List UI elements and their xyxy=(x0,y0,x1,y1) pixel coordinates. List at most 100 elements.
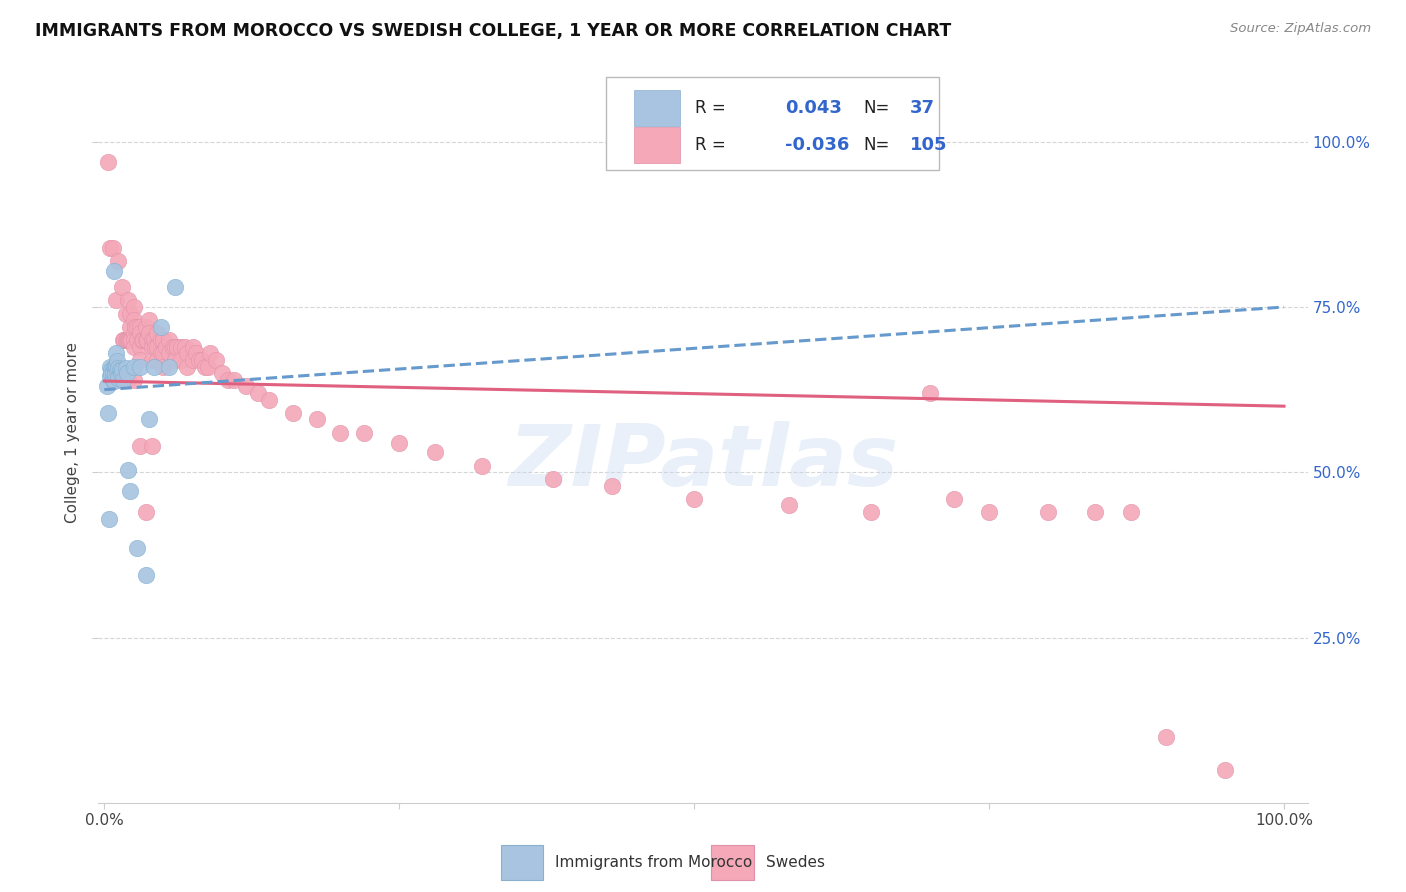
Text: R =: R = xyxy=(695,99,725,117)
Point xyxy=(146,340,169,354)
Point xyxy=(105,365,128,379)
Point xyxy=(1119,505,1142,519)
Text: R =: R = xyxy=(695,136,725,153)
Point xyxy=(146,352,169,367)
Point xyxy=(152,359,174,374)
Point xyxy=(162,340,184,354)
Point xyxy=(107,360,129,375)
Point xyxy=(170,352,193,367)
Point xyxy=(100,363,122,377)
Point xyxy=(191,352,214,367)
Point xyxy=(103,373,125,387)
Point xyxy=(128,352,150,367)
Point xyxy=(127,319,149,334)
Text: IMMIGRANTS FROM MOROCCO VS SWEDISH COLLEGE, 1 YEAR OR MORE CORRELATION CHART: IMMIGRANTS FROM MOROCCO VS SWEDISH COLLE… xyxy=(35,22,952,40)
Point xyxy=(1084,505,1107,519)
Point xyxy=(353,425,375,440)
Point xyxy=(135,333,157,347)
Point xyxy=(104,368,127,382)
Point xyxy=(166,340,188,354)
Point xyxy=(105,293,128,308)
Point xyxy=(205,352,228,367)
Point xyxy=(186,346,208,360)
Point xyxy=(111,373,134,387)
Point xyxy=(124,319,146,334)
Point xyxy=(920,386,942,401)
Point xyxy=(103,263,125,277)
Point xyxy=(170,340,193,354)
Point xyxy=(118,333,141,347)
Point xyxy=(1036,505,1059,519)
Point xyxy=(128,359,150,374)
Point xyxy=(149,333,172,347)
Point xyxy=(142,333,165,347)
Point xyxy=(246,386,269,401)
Point xyxy=(176,346,198,360)
Point xyxy=(104,359,127,374)
Point xyxy=(600,478,623,492)
Point xyxy=(683,491,706,506)
Text: Source: ZipAtlas.com: Source: ZipAtlas.com xyxy=(1230,22,1371,36)
Point xyxy=(122,333,145,347)
Point xyxy=(152,346,174,360)
Point xyxy=(111,280,134,294)
Point xyxy=(120,307,142,321)
Point xyxy=(122,340,145,354)
Point xyxy=(132,333,155,347)
Point xyxy=(103,374,125,388)
Point xyxy=(128,319,150,334)
Point xyxy=(211,366,233,380)
Point xyxy=(105,354,128,368)
FancyBboxPatch shape xyxy=(501,845,543,880)
Text: -0.036: -0.036 xyxy=(785,136,849,153)
Point xyxy=(423,445,446,459)
Point xyxy=(305,412,328,426)
Point xyxy=(98,369,121,384)
Point xyxy=(222,373,245,387)
Text: Swedes: Swedes xyxy=(766,855,825,870)
Point xyxy=(114,360,136,375)
Point xyxy=(115,366,138,380)
Point xyxy=(281,406,304,420)
Point xyxy=(217,373,239,387)
Point xyxy=(98,511,121,525)
FancyBboxPatch shape xyxy=(634,90,681,126)
Point xyxy=(112,373,135,387)
Point xyxy=(200,346,222,360)
Point xyxy=(235,379,257,393)
Point xyxy=(111,363,134,377)
Point xyxy=(120,333,142,347)
Point xyxy=(1154,730,1177,744)
Point xyxy=(98,359,121,374)
Text: N=: N= xyxy=(863,136,890,153)
Point xyxy=(100,368,122,382)
Point xyxy=(117,463,139,477)
Point xyxy=(135,505,157,519)
Point xyxy=(112,333,135,347)
Point xyxy=(117,373,139,387)
Point xyxy=(187,352,209,367)
Point xyxy=(110,366,132,380)
Point xyxy=(105,346,128,360)
Text: 37: 37 xyxy=(910,99,935,117)
Y-axis label: College, 1 year or more: College, 1 year or more xyxy=(65,343,80,523)
Point xyxy=(127,541,149,556)
Point xyxy=(128,340,150,354)
Point xyxy=(135,319,157,334)
Point xyxy=(122,313,145,327)
Point xyxy=(128,326,150,341)
Point xyxy=(98,241,121,255)
Point xyxy=(141,340,163,354)
Point xyxy=(149,346,172,360)
Point xyxy=(152,333,174,347)
Point xyxy=(165,280,187,294)
Point xyxy=(860,505,883,519)
Point xyxy=(141,439,163,453)
Point xyxy=(97,154,120,169)
Point xyxy=(197,359,219,374)
Point xyxy=(778,499,800,513)
Point xyxy=(97,406,120,420)
Point xyxy=(135,333,157,347)
Point xyxy=(117,333,139,347)
Point xyxy=(101,373,124,387)
